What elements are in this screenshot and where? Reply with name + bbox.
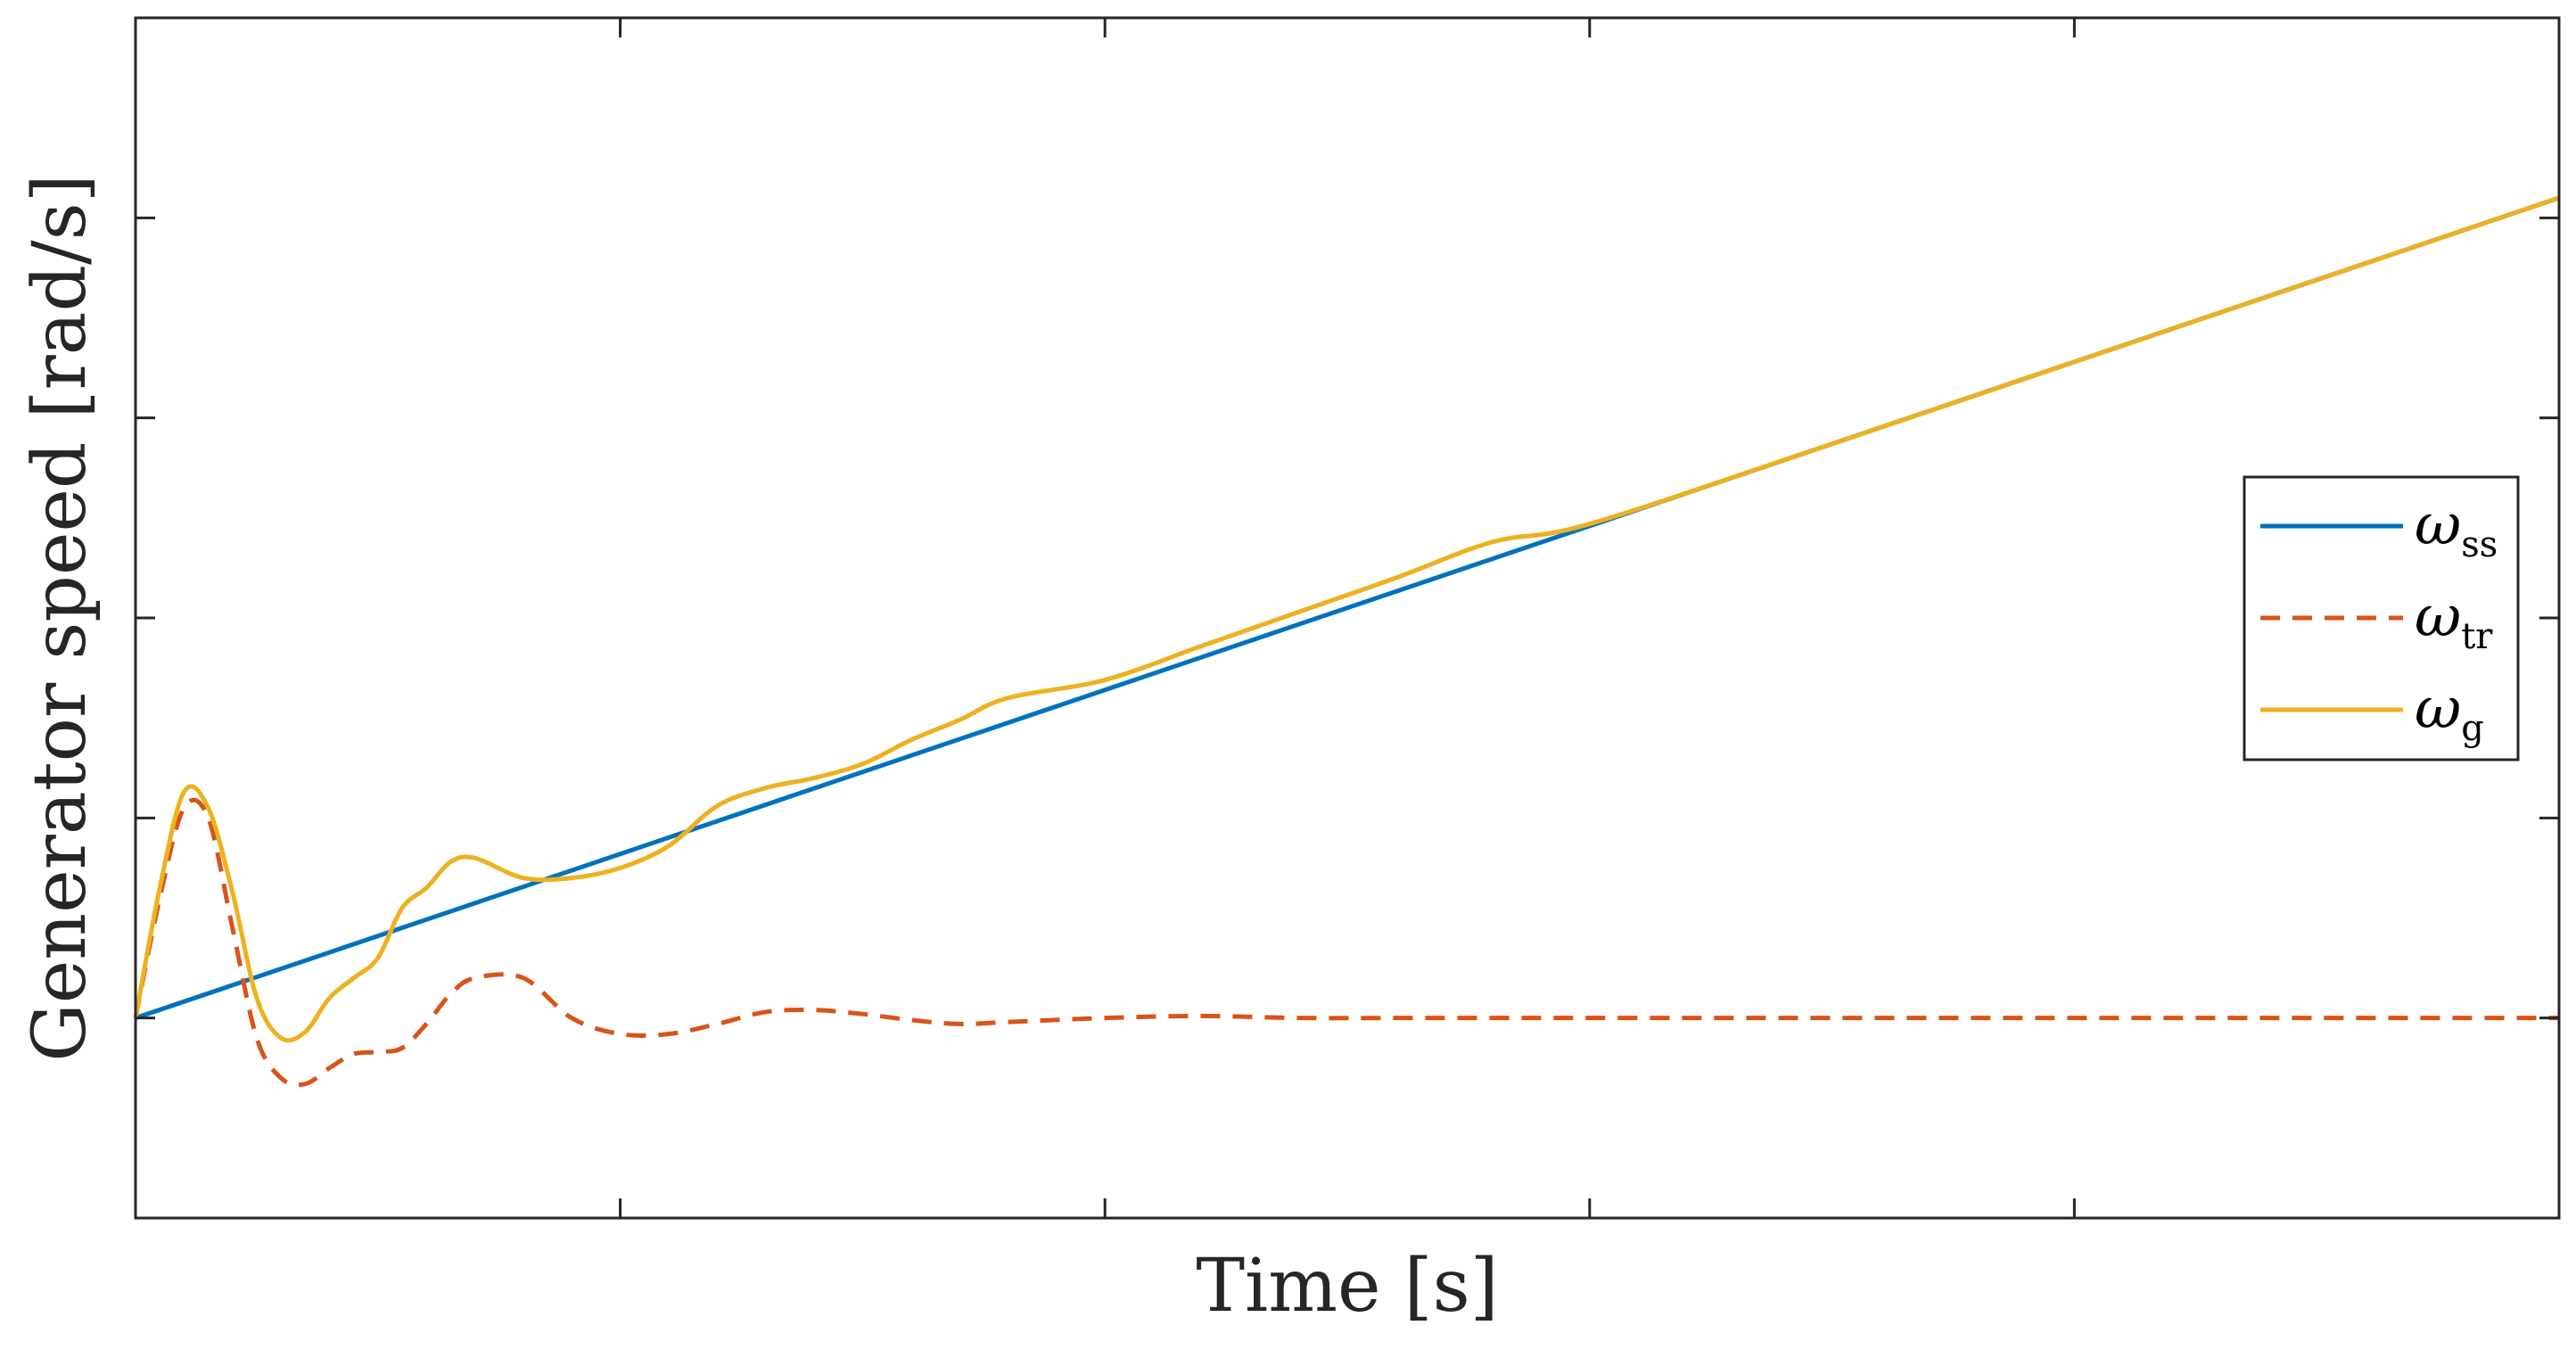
series-line-tr [133,797,2559,1088]
axes-box [134,16,2561,1220]
y-axis-label: Generator speed [rad/s] [18,174,103,1062]
series-line-g [133,195,2560,1043]
plot-background [136,18,2559,1218]
ticks-layer [136,18,2559,1218]
legend-label-tr: ωtr [2415,584,2493,657]
series-layer [133,195,2560,1088]
x-axis-label: Time [s] [1196,1244,1498,1329]
